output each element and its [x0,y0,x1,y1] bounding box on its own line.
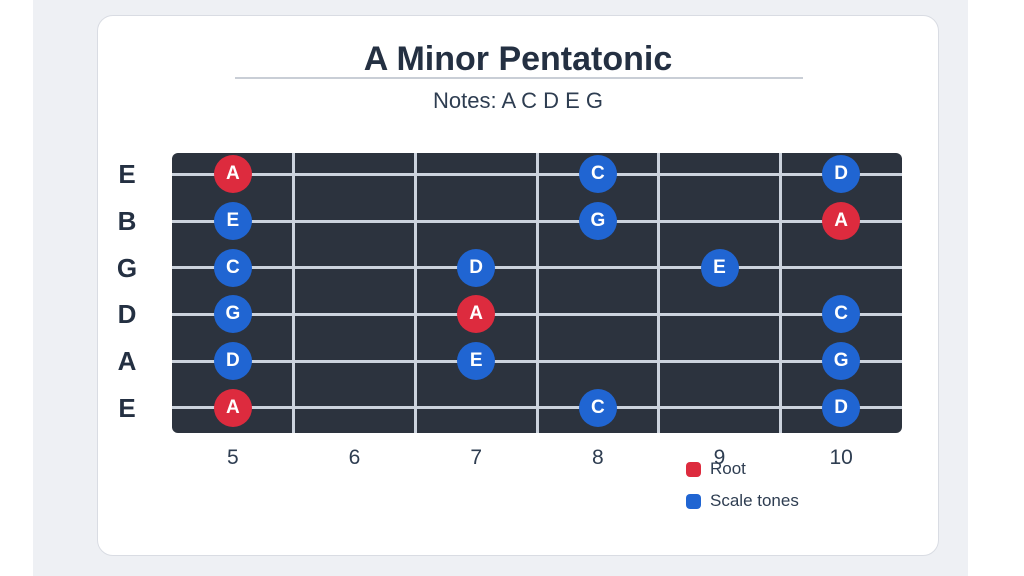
page-title: A Minor Pentatonic [363,40,673,78]
string-label: E [118,159,136,190]
legend: Root Scale tones [686,459,799,511]
note-marker-root: A [213,388,252,427]
notes-subtitle: Notes: A C D E G [433,88,603,113]
fret-line [778,153,782,433]
note-marker: C [822,295,861,334]
fret-number: 7 [470,446,482,469]
note-marker: D [213,342,252,380]
note-marker: D [822,155,861,194]
note-marker: G [213,295,252,334]
note-marker: C [213,248,252,287]
fret-number: 10 [829,446,853,469]
legend-label: Root [710,459,746,478]
string-label: D [117,299,137,330]
fret-line [535,153,539,433]
legend-label: Scale tones [710,491,799,510]
note-marker: G [822,342,861,380]
fret-number: 5 [226,446,239,469]
note-marker: D [457,248,496,287]
legend-swatch-scale [686,493,701,509]
note-marker: E [213,202,252,240]
note-marker-root: A [213,155,252,194]
fretboard: A C D E G A C D E G A C D E G A C D [172,153,902,433]
string-label: E [118,392,136,423]
note-marker-root: A [822,202,861,240]
legend-item: Root [686,459,799,479]
note-marker: G [578,202,617,240]
note-marker: C [578,388,617,427]
note-marker-root: A [457,295,496,334]
legend-swatch-root [686,461,701,477]
string-label: A [117,346,137,376]
fret-number: 8 [591,446,604,469]
fret-number: 6 [348,446,361,469]
fret-number: 9 [713,446,726,469]
note-marker: E [457,342,496,380]
fret-line [413,153,417,433]
note-marker: E [700,248,739,287]
string-label: B [117,206,137,236]
title-divider [235,77,803,79]
note-marker: D [822,388,861,427]
legend-item: Scale tones [686,491,799,511]
string-label: G [116,252,138,283]
fret-line [657,153,661,433]
note-marker: C [578,155,617,194]
fret-line [292,153,296,433]
